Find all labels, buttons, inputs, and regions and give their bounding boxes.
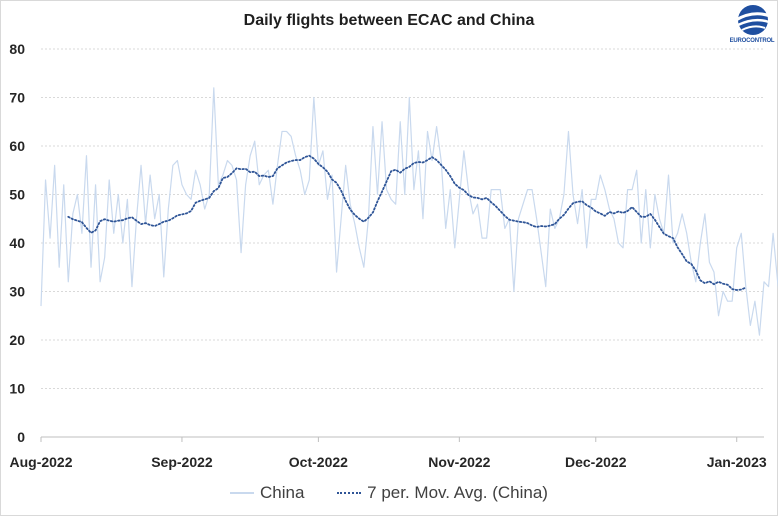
- gridlines: [41, 48, 764, 389]
- legend-item-mavg: 7 per. Mov. Avg. (China): [337, 483, 548, 503]
- logo-text: EUROCONTROL: [729, 38, 775, 44]
- x-tick-label: Oct-2022: [289, 454, 348, 470]
- y-tick-label: 20: [9, 332, 25, 348]
- legend-swatch-china: [230, 492, 255, 495]
- y-tick-label: 10: [9, 381, 25, 397]
- series-lines: [40, 87, 778, 336]
- x-tick-label: Aug-2022: [9, 454, 72, 470]
- tick-labels: 0 10 20 30 40 50 60 70 80 Aug-2022 Sep-2022 Oct-202…: [9, 41, 766, 470]
- chart-title: Daily flights between ECAC and China: [243, 12, 535, 29]
- y-tick-label: 30: [9, 284, 25, 300]
- legend-label-mavg: 7 per. Mov. Avg. (China): [367, 482, 548, 502]
- legend-swatch-mavg: [337, 492, 362, 495]
- y-tick-label: 60: [9, 138, 25, 154]
- eurocontrol-logo-icon: [735, 5, 771, 35]
- legend: China 7 per. Mov. Avg. (China): [0, 482, 778, 503]
- y-tick-label: 50: [9, 187, 25, 203]
- x-tick-label: Nov-2022: [428, 454, 490, 470]
- series-line-china: [40, 87, 778, 336]
- y-tick-label: 80: [9, 41, 25, 57]
- x-tick-label: Dec-2022: [565, 454, 627, 470]
- x-tick-label: Jan-2023: [707, 454, 767, 470]
- axes: [40, 436, 764, 442]
- y-tick-label: 70: [9, 90, 25, 106]
- series-line-moving-average: [67, 154, 747, 291]
- x-tick-label: Sep-2022: [151, 454, 213, 470]
- y-tick-label: 40: [9, 235, 25, 251]
- y-tick-label: 0: [17, 429, 25, 445]
- legend-label-china: China: [260, 482, 305, 502]
- legend-item-china: China: [230, 483, 304, 503]
